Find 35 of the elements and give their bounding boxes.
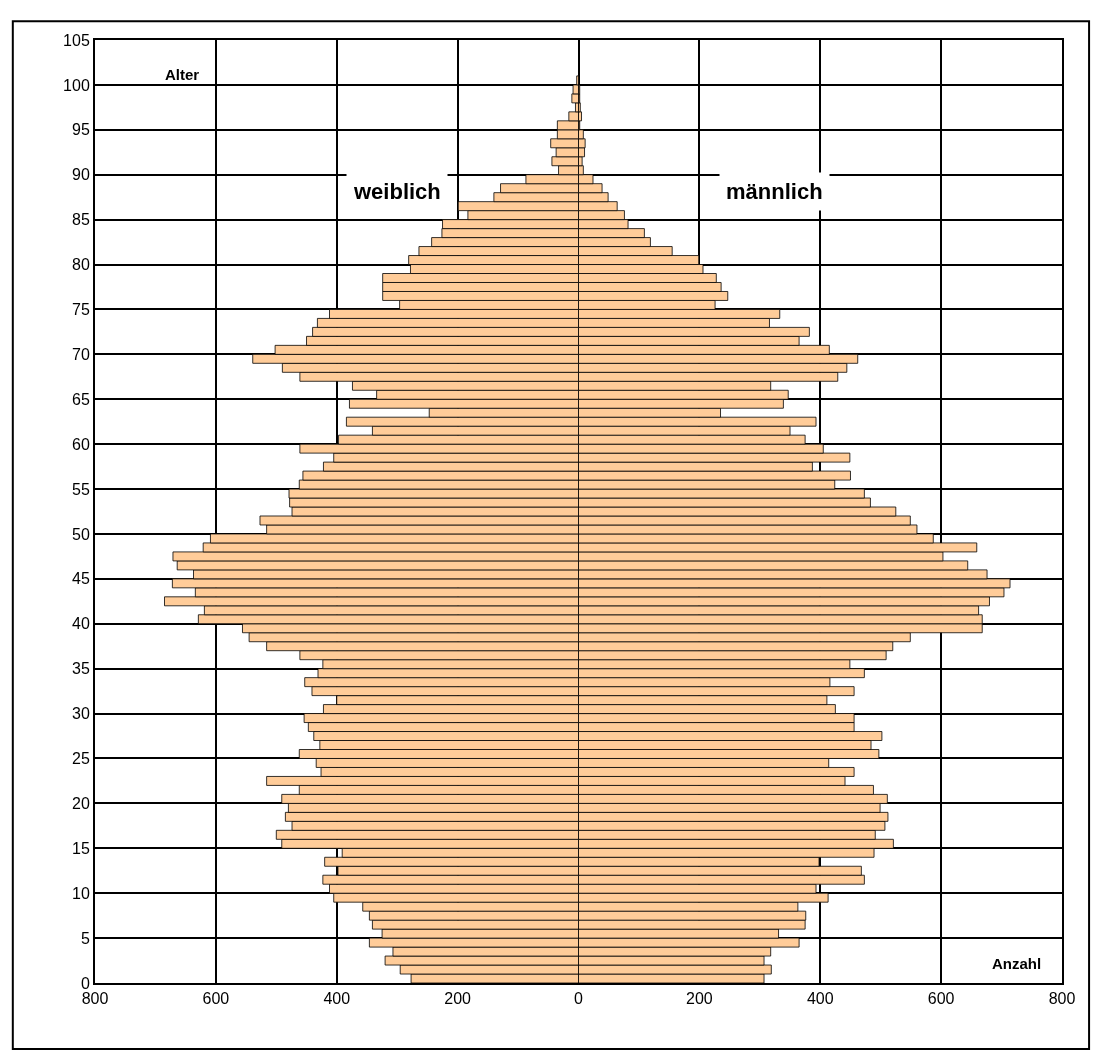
- x-tick-label: 0: [574, 990, 584, 1008]
- y-tick-label: 30: [72, 705, 90, 723]
- y-tick-label: 40: [72, 615, 90, 633]
- y-tick-label: 45: [72, 570, 90, 588]
- y-tick-label: 100: [63, 76, 90, 94]
- y-axis-title: Alter: [165, 66, 200, 83]
- x-tick-label: 600: [202, 990, 230, 1008]
- x-tick-label: 400: [323, 990, 351, 1008]
- x-tick-label: 200: [444, 990, 472, 1008]
- y-tick-label: 75: [72, 301, 90, 319]
- y-tick-label: 50: [72, 525, 90, 543]
- y-tick-label: 95: [72, 121, 90, 139]
- y-tick-label: 35: [72, 660, 90, 678]
- y-tick-label: 0: [80, 974, 90, 992]
- y-tick-label: 25: [72, 750, 90, 768]
- y-tick-label: 5: [80, 929, 90, 947]
- text: männlich: [726, 179, 823, 204]
- y-tick-label: 70: [72, 345, 90, 363]
- x-tick-label: 800: [1048, 990, 1076, 1008]
- y-tick-label: 15: [72, 839, 90, 857]
- x-tick-label: 800: [81, 990, 109, 1008]
- x-axis-title: Anzahl: [992, 955, 1042, 972]
- series-label: weiblich: [353, 179, 441, 204]
- x-tick-label: 600: [927, 990, 955, 1008]
- y-tick-label: 105: [63, 31, 90, 49]
- y-tick-label: 20: [72, 794, 90, 812]
- y-tick-label: 60: [72, 435, 90, 453]
- y-tick-label: 80: [72, 256, 90, 274]
- y-tick-label: 10: [72, 884, 90, 902]
- y-tick-label: 90: [72, 166, 90, 184]
- y-tick-label: 85: [72, 211, 90, 229]
- y-tick-label: 65: [72, 390, 90, 408]
- y-tick-label: 55: [72, 480, 90, 498]
- x-tick-label: 200: [686, 990, 713, 1008]
- x-tick-label: 400: [806, 990, 834, 1008]
